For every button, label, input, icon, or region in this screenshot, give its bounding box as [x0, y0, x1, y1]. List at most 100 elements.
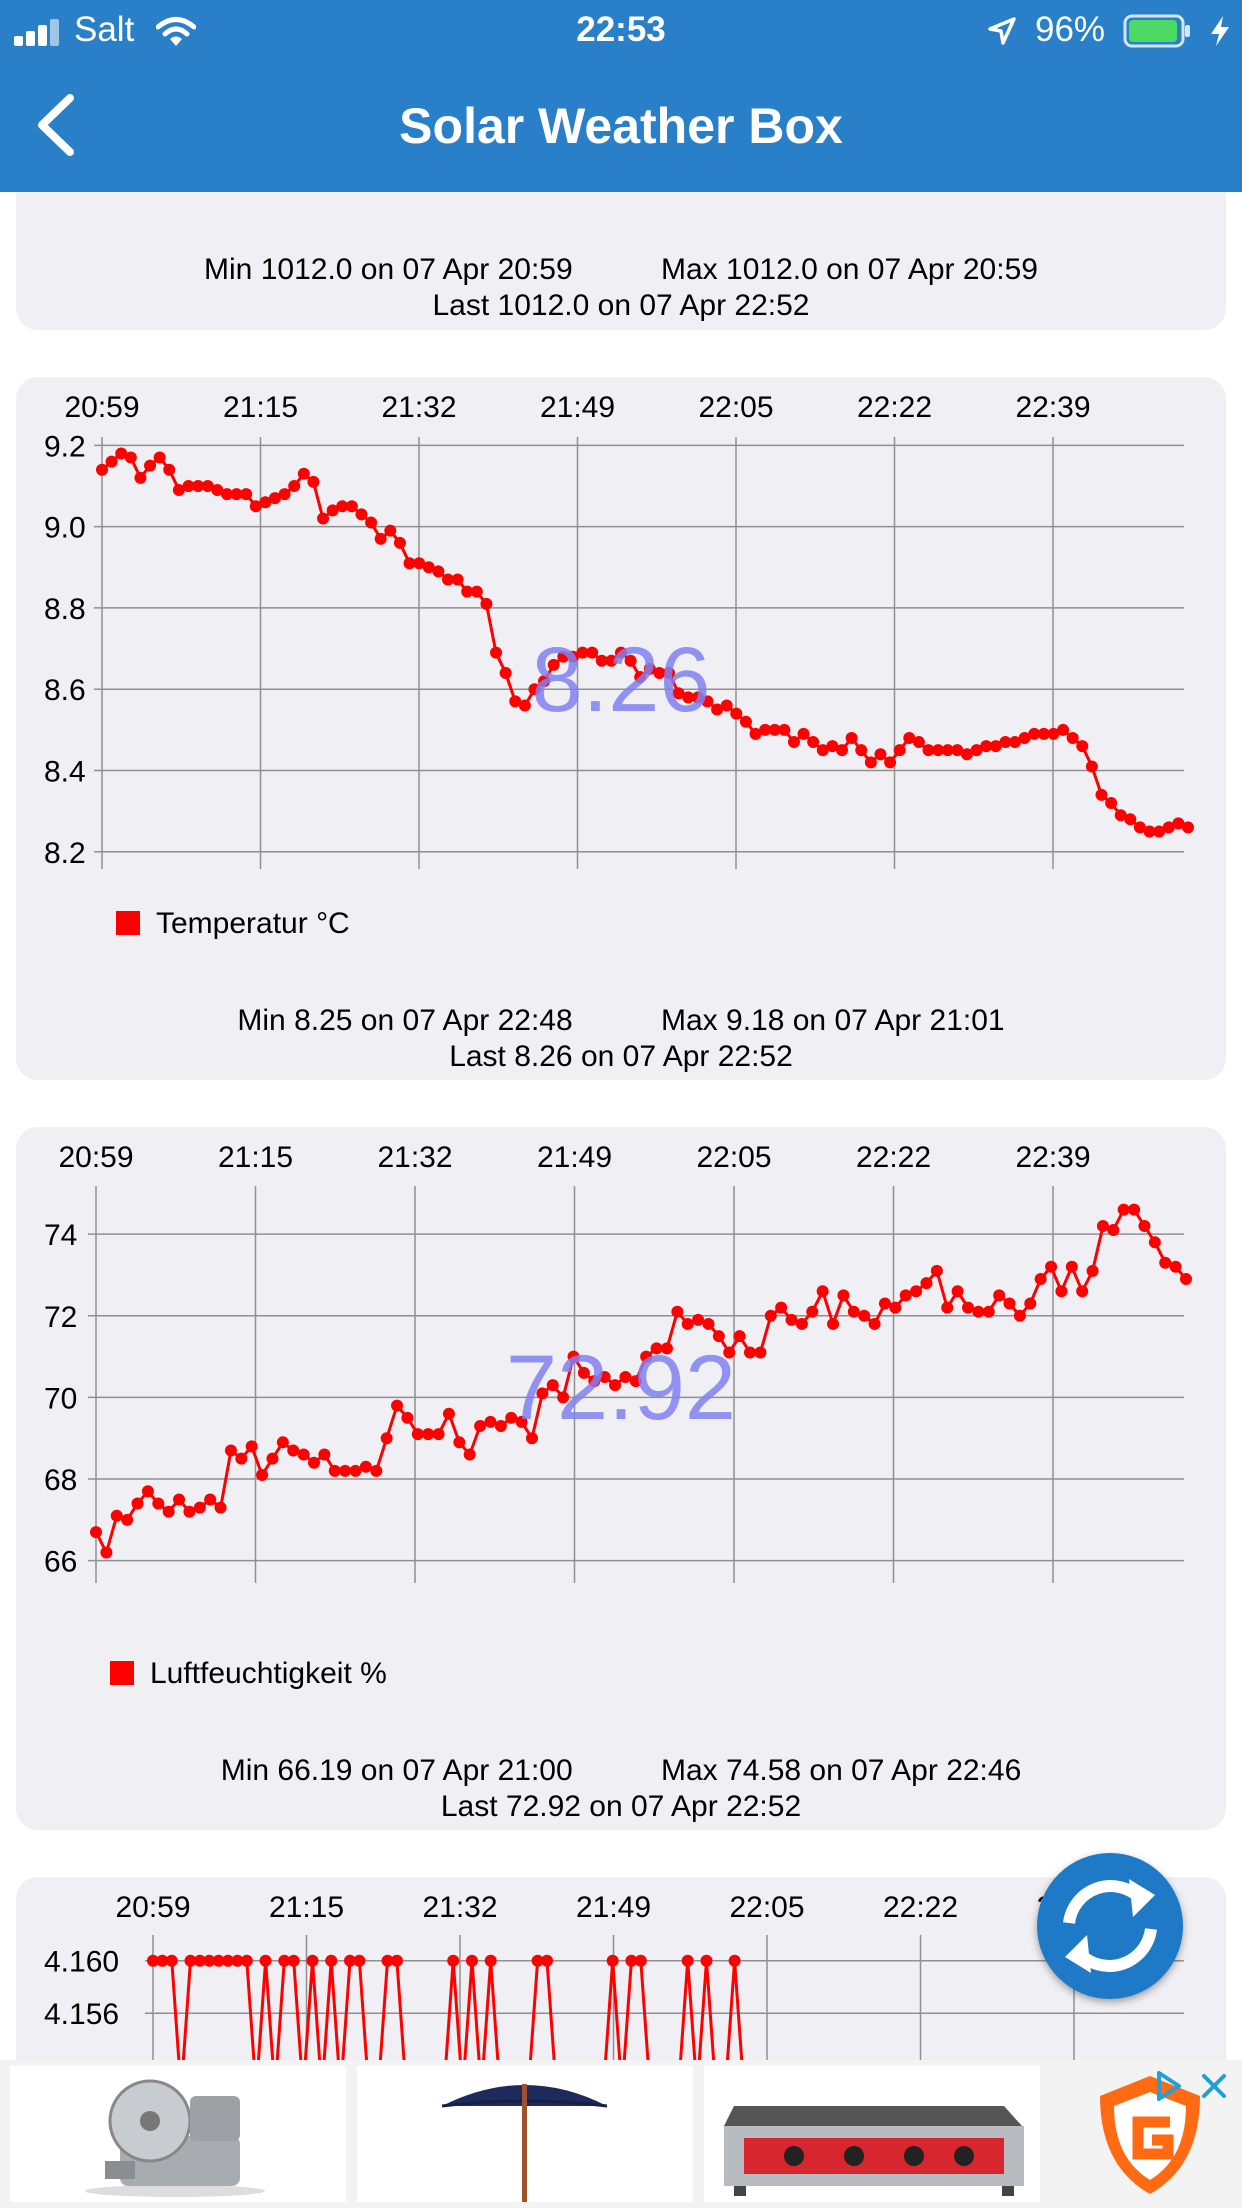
data-point: [220, 488, 233, 501]
data-point: [447, 1954, 460, 1967]
data-point: [214, 1501, 227, 1514]
data-point: [463, 1448, 476, 1461]
y-tick-label: 68: [44, 1464, 77, 1497]
data-point: [224, 1444, 237, 1457]
temperature-min: Min 8.25 on 07 Apr 22:48: [237, 1004, 573, 1037]
data-point: [240, 1954, 253, 1967]
legend-swatch: [116, 911, 140, 935]
data-point: [266, 1452, 279, 1465]
data-point: [754, 1346, 767, 1359]
data-point: [1076, 1285, 1089, 1298]
data-point: [115, 447, 128, 460]
adchoices-icon[interactable]: [1150, 2068, 1186, 2104]
y-tick-label: 70: [44, 1382, 77, 1415]
data-point: [847, 1305, 860, 1318]
close-icon[interactable]: [1196, 2068, 1232, 2104]
data-point: [629, 1375, 642, 1388]
y-tick-label: 74: [44, 1219, 77, 1252]
data-point: [403, 557, 416, 570]
data-point: [576, 646, 589, 659]
data-point: [845, 731, 858, 744]
data-point: [526, 1432, 538, 1445]
y-tick-label: 9.0: [44, 512, 86, 545]
data-point: [515, 1415, 528, 1428]
data-point: [1169, 1260, 1182, 1273]
data-point: [912, 736, 925, 749]
data-point: [692, 1313, 705, 1326]
humidity-legend-label: Luftfeuchtigkeit %: [150, 1657, 387, 1690]
data-point: [1128, 1203, 1141, 1216]
data-point: [598, 1371, 611, 1383]
x-tick-label: 21:32: [422, 1891, 497, 1924]
series-line: [153, 1959, 745, 2077]
data-point: [922, 744, 935, 757]
data-point: [930, 1264, 943, 1277]
data-point: [989, 740, 1002, 753]
data-point: [173, 1493, 186, 1506]
battery-icon: [1123, 14, 1190, 48]
data-point: [1086, 1264, 1099, 1277]
data-point: [1133, 821, 1146, 834]
data-point: [391, 1399, 404, 1412]
ad-tile-griddle[interactable]: [704, 2066, 1040, 2202]
data-point: [231, 1954, 244, 1967]
data-point: [566, 650, 579, 663]
data-point: [96, 463, 108, 476]
temperature-card: 20:59 21:15 21:32 21:49 22:05 22:22 22:39 9.2 9.…: [16, 377, 1226, 1080]
data-point: [1107, 1224, 1120, 1237]
x-tick-label: 21:49: [576, 1891, 651, 1924]
data-point: [393, 536, 406, 549]
data-point: [306, 1954, 319, 1967]
data-point: [441, 573, 454, 586]
data-point: [951, 1285, 964, 1298]
data-point: [1018, 731, 1031, 744]
data-point: [960, 748, 973, 761]
data-point: [619, 1371, 632, 1383]
data-point: [1045, 1260, 1058, 1273]
data-point: [484, 1954, 497, 1967]
data-point: [1065, 1260, 1078, 1273]
data-point: [193, 1954, 206, 1967]
data-point: [795, 1317, 808, 1330]
data-point: [712, 1330, 725, 1343]
humidity-min: Min 66.19 on 07 Apr 21:00: [220, 1754, 573, 1787]
wifi-icon: [156, 17, 196, 46]
x-tick-label: 22:05: [698, 391, 773, 424]
data-point: [577, 1366, 590, 1379]
data-point: [910, 1285, 923, 1298]
data-point: [235, 1452, 248, 1465]
data-point: [624, 654, 637, 667]
data-point: [297, 1448, 310, 1461]
data-point: [390, 1954, 403, 1967]
data-point: [339, 1464, 352, 1477]
temperature-legend-label: Temperatur °C: [156, 907, 350, 940]
data-point: [287, 1444, 300, 1457]
pressure-min: Min 1012.0 on 07 Apr 20:59: [204, 253, 573, 286]
ad-tile-meat-slicer[interactable]: [10, 2066, 346, 2202]
data-point: [453, 1436, 466, 1449]
humidity-last: Last 72.92 on 07 Apr 22:52: [440, 1790, 802, 1823]
data-point: [480, 597, 493, 610]
back-button[interactable]: [30, 90, 90, 160]
x-tick-label: 22:39: [1015, 1141, 1090, 1174]
x-tick-label: 20:59: [115, 1891, 190, 1924]
voltage-card: 20:5921:1521:3221:4922:0522:2222:394.160…: [16, 1877, 1226, 2077]
data-point: [980, 740, 993, 753]
data-point: [1024, 1297, 1037, 1310]
data-point: [1034, 1273, 1047, 1286]
humidity-stats: Min 66.19 on 07 Apr 21:00 Max 74.58 on 0…: [16, 1753, 1226, 1825]
data-point: [411, 1428, 424, 1441]
data-point: [920, 1277, 933, 1290]
data-point: [1009, 736, 1022, 749]
data-point: [256, 1468, 269, 1481]
data-point: [156, 1954, 169, 1967]
data-point: [972, 1305, 985, 1318]
ad-tile-parasol[interactable]: [357, 2066, 693, 2202]
data-point: [864, 756, 877, 769]
data-point: [1182, 821, 1194, 834]
refresh-button[interactable]: [1037, 1853, 1183, 1999]
data-point: [230, 488, 243, 501]
data-point: [681, 1954, 694, 1967]
pressure-max: Max 1012.0 on 07 Apr 20:59: [661, 253, 1038, 286]
ad-banner[interactable]: [0, 2060, 1242, 2208]
